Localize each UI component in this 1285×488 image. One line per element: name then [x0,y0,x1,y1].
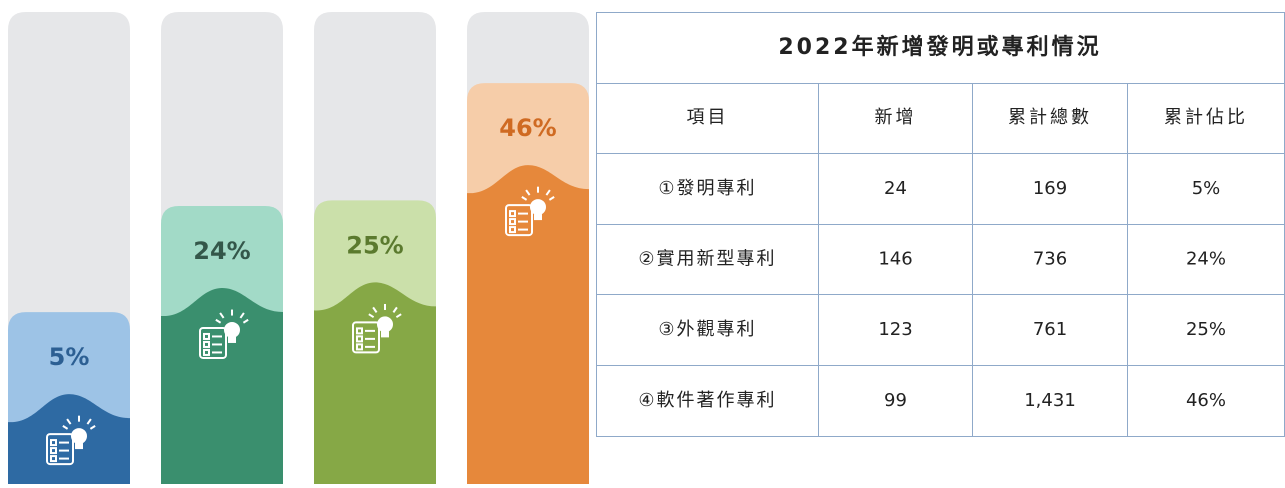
icon-bulb [530,199,546,216]
column-header: 累計佔比 [1164,107,1248,128]
patent-icon [352,303,402,354]
table-cell: 5% [1192,178,1221,199]
icon-doc [505,204,533,237]
icon-doc [199,326,227,359]
table-cell: 24 [884,178,907,199]
icon-ray [392,306,398,313]
table-cell: 123 [878,319,912,340]
value-label: 25% [346,231,403,259]
icon-ray [86,418,92,425]
patent-icon [199,309,249,359]
patent-icon [46,415,96,466]
icon-doc [352,321,380,354]
icon-check [356,343,363,351]
icon-bulb [71,428,87,445]
icon-check [50,447,57,455]
icon-check [356,335,363,343]
icon-ray [239,312,245,319]
table-cell: 736 [1033,249,1067,270]
value-label: 5% [49,343,90,371]
table-cell: ②實用新型專利 [638,249,776,270]
icon-ray [62,425,69,430]
value-label: 24% [193,237,250,265]
icon-bulb-base [228,336,236,343]
icon-bulb [224,321,240,338]
column-header: 項目 [687,107,729,128]
value-label: 46% [499,114,556,142]
icon-check [50,455,57,463]
bar-wave [314,282,436,484]
icon-check [356,327,363,335]
icon-bulb-base [381,331,389,338]
icon-ray [395,313,402,319]
icon-ray [219,312,225,319]
icon-bulb-base [534,214,542,221]
icon-doc [46,433,74,466]
icon-ray [525,189,531,196]
icon-check [203,340,210,348]
icon-ray [368,313,375,319]
table-cell: 46% [1186,390,1226,411]
icon-check [509,218,516,226]
bar-wave [8,394,130,484]
table-cell: 24% [1186,249,1226,270]
table-cell: 761 [1033,319,1067,340]
icon-ray [521,196,528,201]
table-cell: ③外觀專利 [658,319,756,340]
bar-wave [161,287,283,484]
icon-bulb-base [75,443,83,450]
icon-ray [372,306,378,313]
icon-check [509,226,516,234]
icon-check [50,439,57,447]
icon-check [203,348,210,356]
table-cell: 25% [1186,319,1226,340]
icon-ray [242,318,249,324]
table-cell: 169 [1033,178,1067,199]
icon-ray [215,318,222,324]
table-cell: 99 [884,390,907,411]
column-header: 新增 [875,107,917,128]
icon-ray [548,196,555,201]
icon-check [203,332,210,340]
table-cell: ④軟件著作專利 [638,390,776,411]
table-cell: 146 [878,249,912,270]
icon-ray [89,425,96,430]
table-cell: ①發明專利 [658,178,756,199]
table-title: 2022年新增發明或專利情況 [778,34,1101,60]
bar-wave [467,165,589,484]
icon-ray [66,418,72,425]
icon-check [509,210,516,218]
column-header: 累計總數 [1008,107,1092,128]
table: 2022年新增發明或專利情況 項目 新增 累計總數 累計佔比 ①發明專利 24 169 5% ②… [596,12,1285,437]
icon-ray [545,189,551,196]
table-cell: 1,431 [1024,390,1076,411]
patent-icon [505,186,555,237]
icon-bulb [377,316,393,333]
